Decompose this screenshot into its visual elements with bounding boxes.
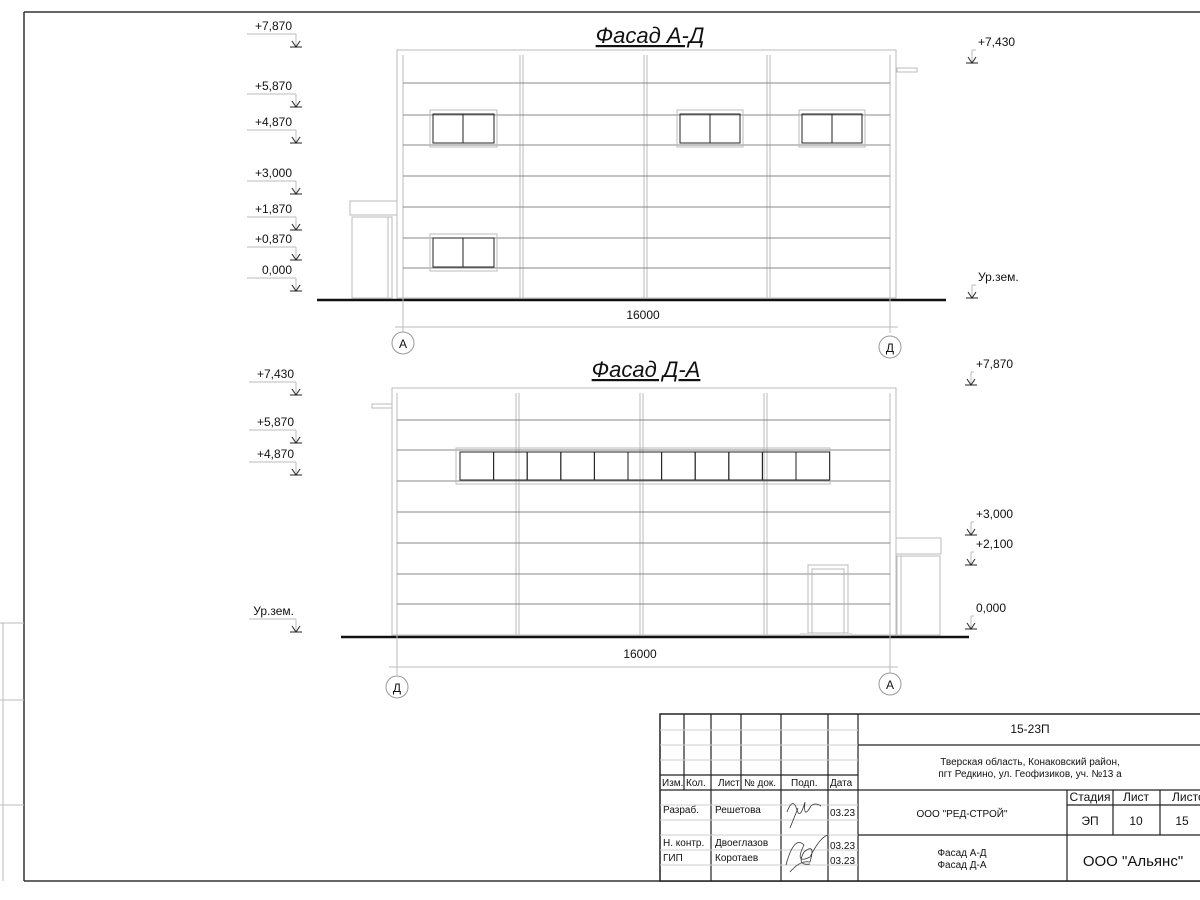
svg-text:Д: Д — [886, 341, 894, 355]
address-line: пгт Редкино, ул. Геофизиков, уч. №13 а — [938, 768, 1122, 780]
column-header: Изм. — [662, 778, 683, 789]
dimension-label: 16000 — [623, 647, 657, 661]
window-pane — [560, 451, 595, 481]
window-pane — [661, 451, 696, 481]
stage-header: Стадия — [1070, 790, 1111, 804]
elevation-triangle-icon — [290, 40, 302, 48]
elevation-triangle-icon — [290, 136, 302, 144]
elevation-label: +1,870 — [255, 202, 292, 216]
facade-d-a: Фасад Д-А 16000 Д А +7,430+5 — [249, 357, 1013, 699]
sign-date: 03.23 — [830, 856, 855, 867]
elevation-triangle-icon — [965, 378, 977, 386]
role-label: Разраб. — [663, 804, 699, 816]
elevation-label: +4,870 — [257, 447, 294, 461]
column-header: Дата — [830, 778, 853, 789]
elevation-triangle-icon — [290, 187, 302, 195]
elevation-label: 0,000 — [976, 601, 1006, 615]
role-label: ГИП — [663, 853, 683, 864]
elevation-triangle-icon — [290, 223, 302, 231]
elevation-label: +7,870 — [976, 357, 1013, 371]
title-block: Изм. Кол. Лист № док. Подп. Дата Разраб. Решет… — [659, 713, 1200, 882]
elevation-label: Ур.зем. — [978, 270, 1019, 284]
dimension-line: 16000 — [395, 298, 898, 333]
customer-org: ООО "Альянс" — [1083, 853, 1183, 870]
person-name: Решетова — [715, 805, 761, 816]
elevation-label: +7,870 — [255, 19, 292, 33]
elevation-triangle-icon — [290, 468, 302, 476]
sign-date: 03.23 — [830, 808, 855, 819]
axis-marker: А Д — [391, 331, 902, 359]
elevation-label: +7,430 — [978, 35, 1015, 49]
elevation-label: +7,430 — [257, 367, 294, 381]
elevation-marks: +7,870 +5,870 +4,870 +3,000 +1,870 +0,870 0,00… — [247, 19, 1019, 299]
elevation-triangle-icon — [965, 558, 977, 566]
sheet-frame — [0, 11, 1200, 882]
sheets-header: Листов — [1172, 790, 1200, 804]
designer-org: ООО "РЕД-СТРОЙ" — [916, 807, 1008, 820]
address-line: Тверская область, Конаковский район, — [940, 756, 1120, 768]
dimension-line: 16000 — [389, 635, 898, 675]
entrance-porch — [349, 200, 398, 299]
window-pane — [627, 451, 663, 481]
elevation-triangle-icon — [290, 284, 302, 292]
axis-marker: Д А — [385, 672, 902, 699]
window-pane — [593, 451, 629, 481]
dimension-label: 16000 — [626, 308, 660, 322]
column-header: Лист — [718, 778, 740, 789]
elevation-label: +2,100 — [976, 537, 1013, 551]
elevation-label: +0,870 — [255, 232, 292, 246]
elevation-label: Ур.зем. — [253, 604, 294, 618]
ribbon-window — [455, 447, 831, 485]
window-pane — [795, 451, 831, 481]
window-pane — [728, 451, 763, 481]
elevation-triangle-icon — [290, 436, 302, 444]
elevation-triangle-icon — [290, 388, 302, 396]
elevation-label: +4,870 — [255, 115, 292, 129]
elevation-marks: +7,430 +5,870 +4,870 Ур.зем. +7,870 +3,000 +2,… — [249, 357, 1013, 633]
elevation-triangle-icon — [290, 625, 302, 633]
person-name: Коротаев — [715, 853, 758, 864]
column-header: № док. — [744, 778, 776, 789]
window — [429, 109, 866, 272]
elevation-label: +5,870 — [257, 415, 294, 429]
elevation-label: 0,000 — [262, 263, 292, 277]
window-pane — [526, 451, 562, 481]
elevation-triangle-icon — [290, 253, 302, 261]
drawing-title: Фасад Д-А — [937, 860, 986, 871]
role-label: Н. контр. — [663, 838, 704, 849]
facade-title: Фасад Д-А — [592, 357, 701, 382]
person-name: Двоеглазов — [715, 838, 768, 849]
facade-a-d: Фасад А-Д 16000 А Д +7,870 +5,870 +4,870 +3… — [247, 19, 1019, 359]
facade-title: Фасад А-Д — [596, 23, 705, 48]
signature — [785, 801, 829, 873]
entrance-porch — [895, 537, 942, 636]
svg-text:А: А — [399, 337, 407, 351]
column-header: Кол. — [686, 778, 706, 789]
elevation-triangle-icon — [965, 622, 977, 630]
project-code: 15-23П — [1010, 722, 1049, 736]
window-pane — [493, 451, 528, 481]
elevation-triangle-icon — [966, 291, 978, 299]
elevation-label: +5,870 — [255, 79, 292, 93]
elevation-label: +3,000 — [255, 166, 292, 180]
elevation-label: +3,000 — [976, 507, 1013, 521]
window-pane — [459, 451, 495, 481]
drawing-title: Фасад А-Д — [937, 848, 986, 859]
door — [800, 564, 852, 636]
stage-value: ЭП — [1081, 814, 1098, 828]
sheet-value: 10 — [1129, 814, 1143, 828]
elevation-triangle-icon — [965, 528, 977, 536]
elevation-triangle-icon — [290, 100, 302, 108]
sign-date: 03.23 — [830, 841, 855, 852]
sheet-header: Лист — [1123, 790, 1150, 804]
column-header: Подп. — [791, 778, 818, 789]
svg-text:А: А — [886, 678, 894, 692]
svg-text:Д: Д — [393, 681, 401, 695]
window-pane — [694, 451, 730, 481]
sheets-value: 15 — [1175, 814, 1189, 828]
elevation-triangle-icon — [966, 56, 978, 64]
